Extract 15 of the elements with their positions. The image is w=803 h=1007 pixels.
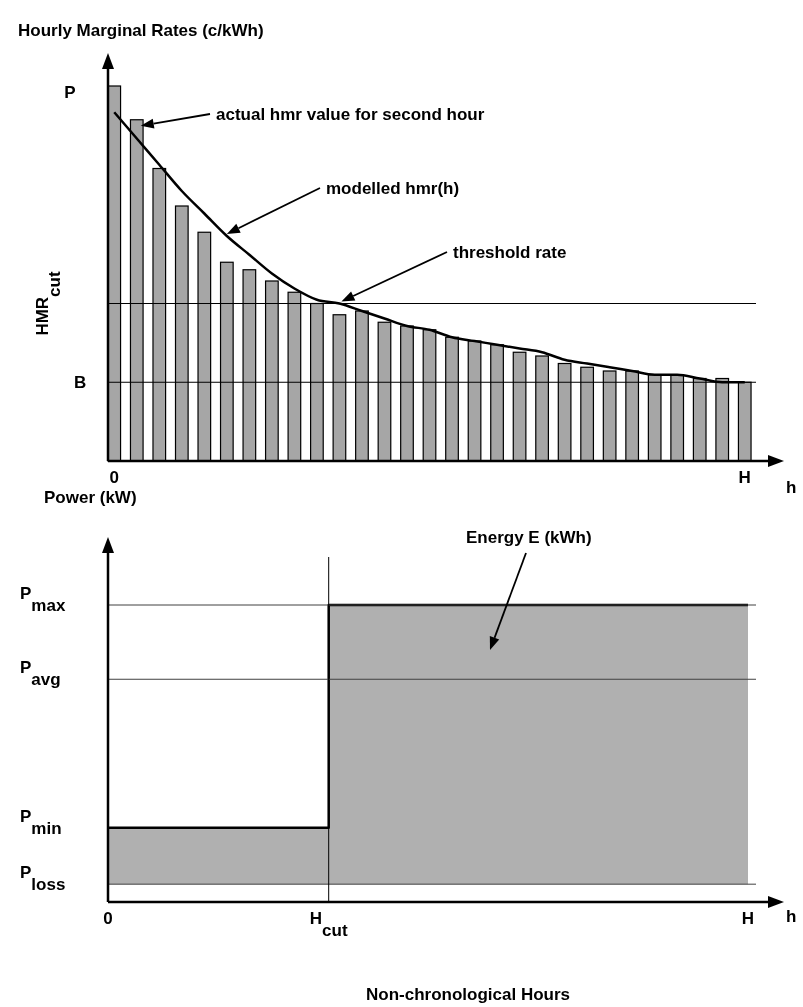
text: h	[786, 907, 797, 926]
x-tick-label: 0	[109, 468, 119, 487]
annotation: threshold rate	[453, 243, 567, 262]
annotation: actual hmr value for second hour	[216, 105, 485, 124]
text: Energy E (kWh)	[466, 528, 592, 547]
x-tick-label: 0	[103, 909, 113, 928]
x-tick-label: H	[738, 468, 751, 487]
text: P	[64, 83, 76, 102]
y-axis-title: Power (kW)	[44, 488, 137, 507]
annotation: modelled hmr(h)	[326, 179, 460, 198]
text: h	[786, 478, 797, 497]
y-axis-title: Hourly Marginal Rates (c/kWh)	[18, 21, 264, 40]
x-axis-title: Non-chronological Hours	[366, 985, 570, 1004]
ref-line-label: B	[74, 373, 87, 393]
x-tick-label: H	[741, 909, 755, 928]
